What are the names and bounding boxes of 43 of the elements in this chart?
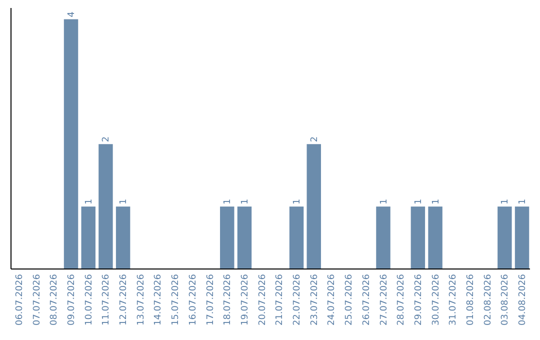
x-tick-label: 10.07.2026: [84, 274, 94, 326]
x-tick-label: 27.07.2026: [379, 274, 390, 326]
data-label: 1: [379, 198, 390, 205]
x-tick-label: 01.08.2026: [466, 274, 476, 326]
data-label: 1: [292, 198, 303, 205]
data-label: 1: [500, 198, 511, 205]
data-label: 2: [102, 136, 112, 142]
x-tick-label: 30.07.2026: [431, 274, 442, 326]
x-tick-label: 03.08.2026: [500, 274, 511, 326]
x-tick-label: 22.07.2026: [292, 274, 303, 326]
x-tick-label: 02.08.2026: [483, 274, 494, 326]
x-tick-label: 07.07.2026: [32, 274, 42, 326]
x-tick-label: 09.07.2026: [67, 274, 78, 326]
x-tick-label: 23.07.2026: [310, 274, 320, 326]
data-label: 1: [223, 198, 234, 205]
x-tick-label: 18.07.2026: [223, 274, 234, 326]
x-tick-label: 12.07.2026: [119, 274, 130, 326]
x-tick-label: 11.07.2026: [102, 274, 112, 326]
x-tick-label: 17.07.2026: [206, 274, 216, 326]
data-label: 1: [119, 198, 130, 205]
data-label: 4: [67, 11, 78, 18]
x-tick-label: 16.07.2026: [188, 274, 198, 326]
x-tick-label: 28.07.2026: [396, 274, 407, 326]
x-tick-label: 20.07.2026: [258, 274, 268, 326]
data-label: 1: [518, 198, 528, 205]
x-tick-label: 29.07.2026: [414, 274, 424, 326]
x-tick-label: 06.07.2026: [14, 274, 25, 326]
x-tick-label: 26.07.2026: [362, 274, 372, 326]
x-tick-label: 25.07.2026: [344, 274, 355, 326]
data-label: 1: [240, 198, 250, 205]
x-tick-label: 04.08.2026: [518, 274, 528, 326]
data-label: 1: [84, 198, 94, 205]
data-label: 1: [414, 198, 424, 205]
x-tick-label: 15.07.2026: [171, 274, 182, 326]
x-tick-label: 08.07.2026: [50, 274, 60, 326]
x-tick-label: 13.07.2026: [136, 274, 146, 326]
x-tick-label: 31.07.2026: [448, 274, 459, 326]
x-tick-label: 14.07.2026: [154, 274, 164, 326]
data-label: 1: [431, 198, 442, 205]
x-tick-label: 21.07.2026: [275, 274, 286, 326]
x-tick-label: 24.07.2026: [327, 274, 338, 326]
x-tick-label: 19.07.2026: [240, 274, 250, 326]
data-label: 2: [310, 136, 320, 142]
